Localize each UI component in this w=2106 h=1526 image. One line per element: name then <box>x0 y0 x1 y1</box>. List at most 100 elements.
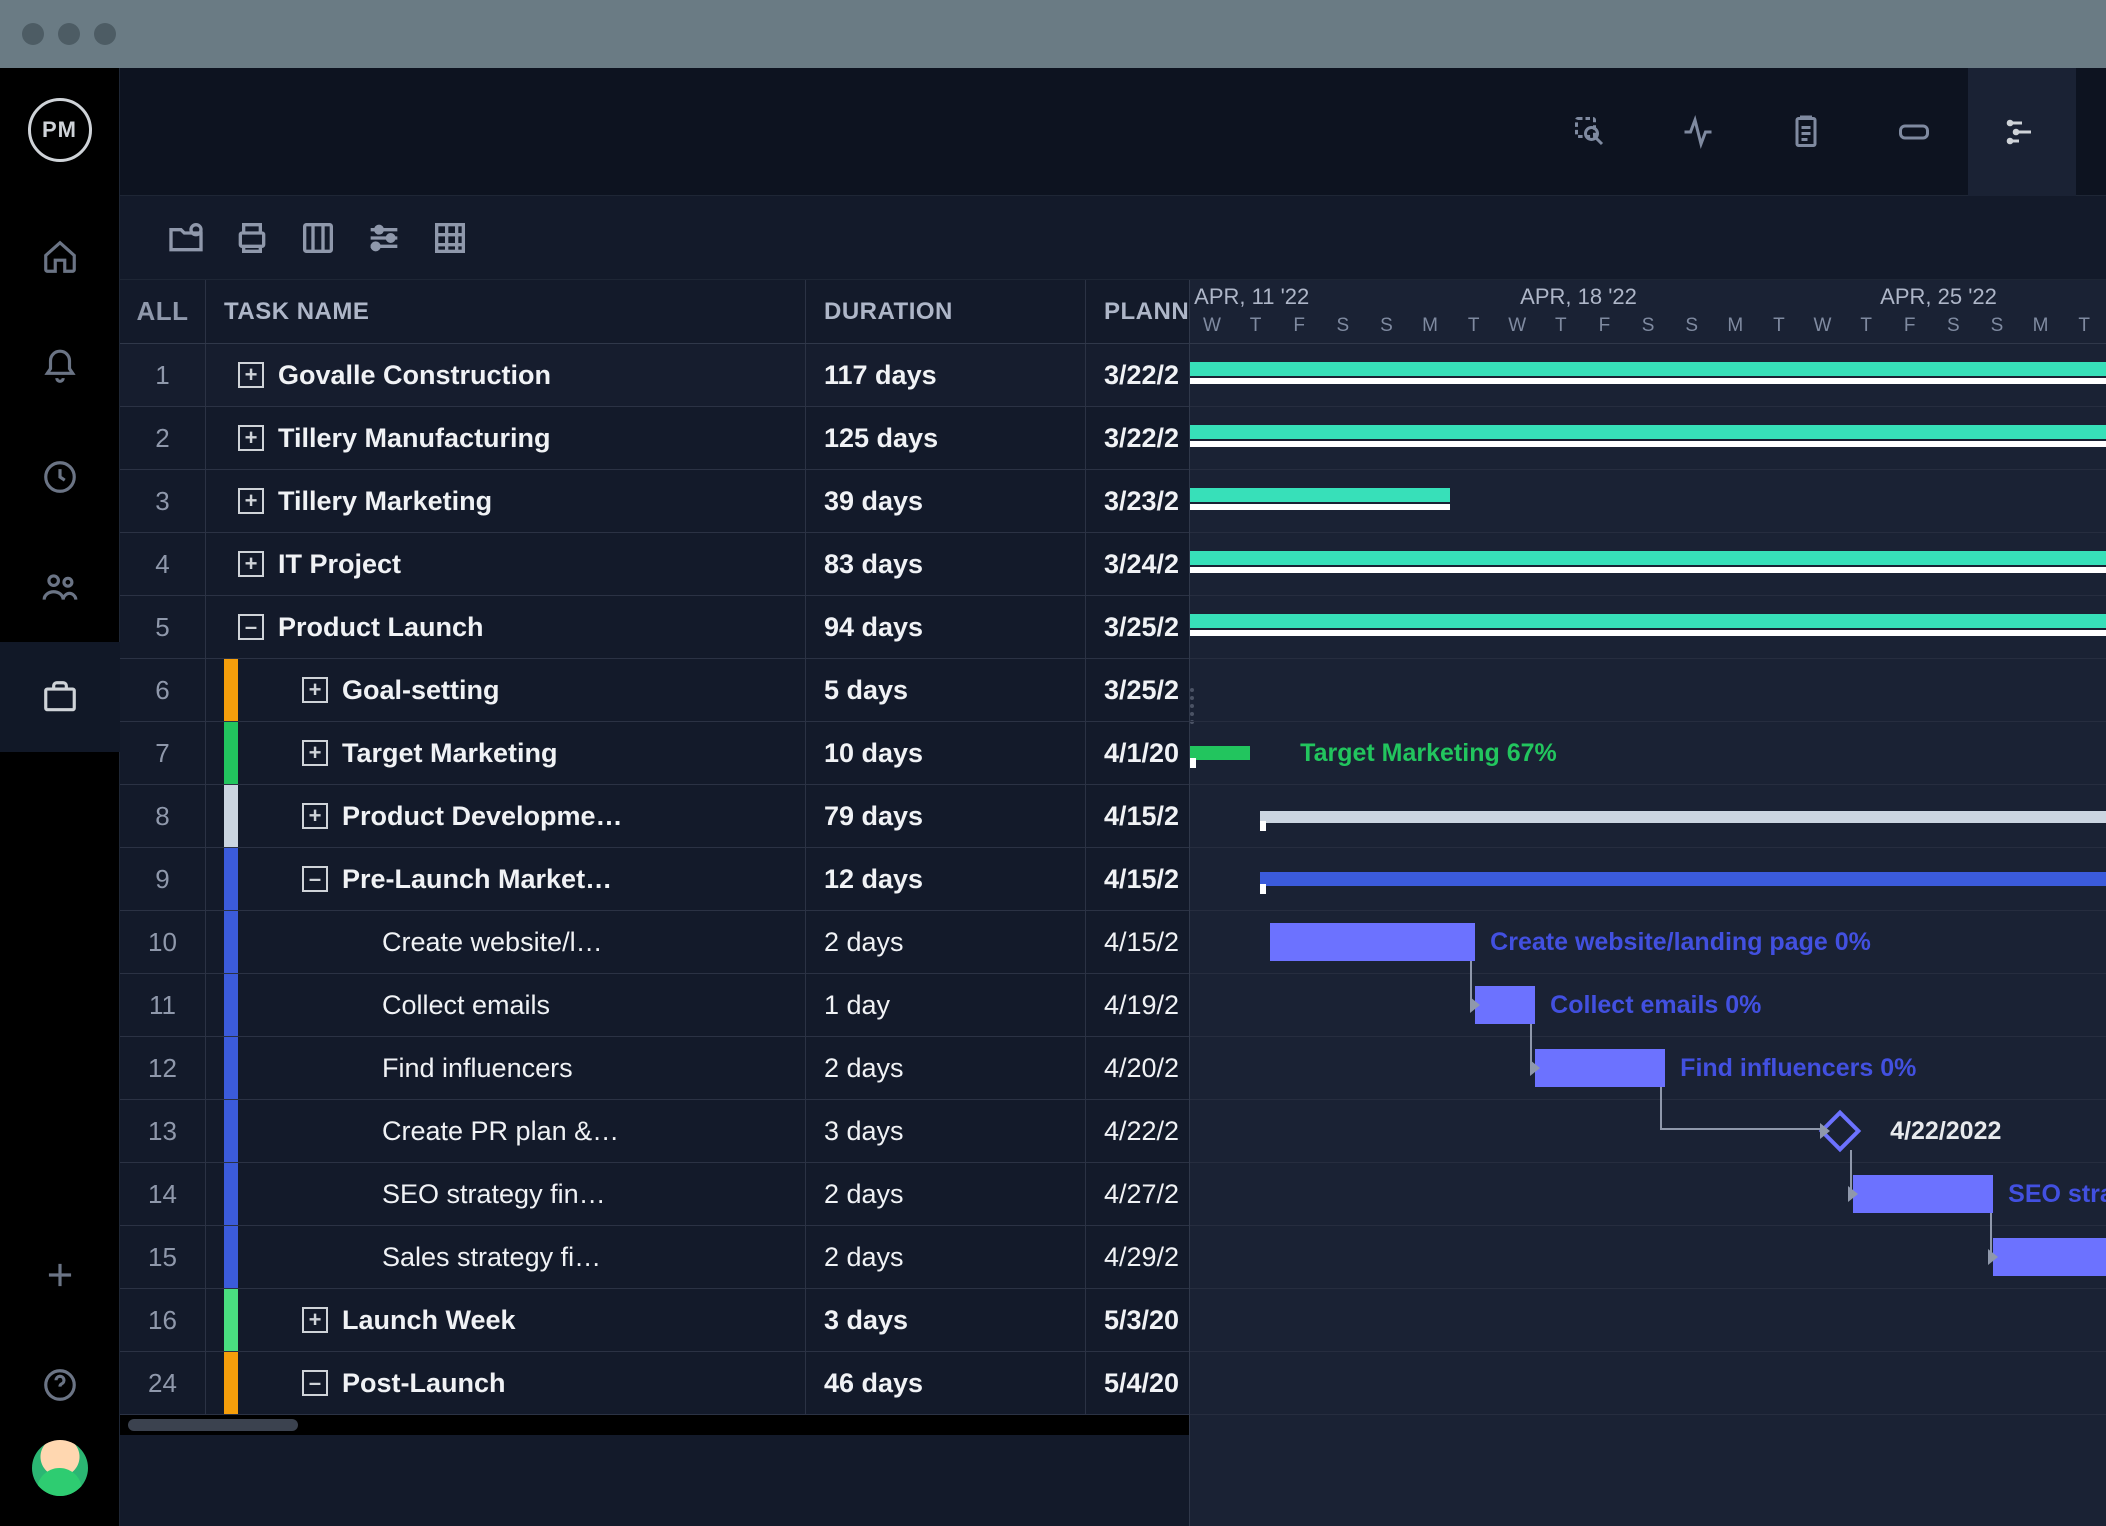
columns-icon[interactable] <box>298 218 338 258</box>
clock-icon[interactable] <box>0 422 120 532</box>
task-name-cell[interactable]: +Tillery Manufacturing <box>206 407 806 469</box>
task-name-cell[interactable]: +Target Marketing <box>206 722 806 784</box>
grid-icon[interactable] <box>430 218 470 258</box>
summary-bar[interactable] <box>1190 551 2106 565</box>
col-header-date[interactable]: PLANN <box>1086 280 1189 343</box>
col-header-name[interactable]: TASK NAME <box>206 280 806 343</box>
gantt-row[interactable]: SEO strategy f <box>1190 1163 2106 1226</box>
expand-icon[interactable]: + <box>302 677 328 703</box>
task-row[interactable]: 2+Tillery Manufacturing125 days3/22/2 <box>120 407 1189 470</box>
gantt-row[interactable] <box>1190 470 2106 533</box>
task-bar[interactable] <box>1270 923 1475 961</box>
clipboard-icon[interactable] <box>1752 68 1860 196</box>
task-row[interactable]: 9–Pre-Launch Market…12 days4/15/2 <box>120 848 1189 911</box>
activity-icon[interactable] <box>1644 68 1752 196</box>
bar-start-handle[interactable] <box>1190 758 1196 768</box>
gantt-row[interactable]: S <box>1190 1226 2106 1289</box>
zoom-window-button[interactable] <box>94 23 116 45</box>
task-name-cell[interactable]: +Product Developme… <box>206 785 806 847</box>
close-window-button[interactable] <box>22 23 44 45</box>
gantt-row[interactable]: Create website/landing page 0% <box>1190 911 2106 974</box>
bar-start-handle[interactable] <box>1260 821 1266 831</box>
gantt-row[interactable] <box>1190 533 2106 596</box>
expand-icon[interactable]: + <box>302 1307 328 1333</box>
card-icon[interactable] <box>1860 68 1968 196</box>
expand-icon[interactable]: + <box>238 425 264 451</box>
help-icon[interactable] <box>0 1330 120 1440</box>
print-icon[interactable] <box>232 218 272 258</box>
task-row[interactable]: 14SEO strategy fin…2 days4/27/2 <box>120 1163 1189 1226</box>
gantt-row[interactable] <box>1190 785 2106 848</box>
gantt-row[interactable]: P <box>1190 848 2106 911</box>
parent-task-bar[interactable] <box>1190 746 1250 760</box>
expand-icon[interactable]: + <box>238 488 264 514</box>
summary-bar[interactable] <box>1190 614 2106 628</box>
col-header-num[interactable]: ALL <box>120 280 206 343</box>
parent-task-bar[interactable] <box>1260 872 2106 886</box>
gantt-row[interactable] <box>1190 344 2106 407</box>
collapse-icon[interactable]: – <box>238 614 264 640</box>
summary-bar[interactable] <box>1190 488 1450 502</box>
task-row[interactable]: 5–Product Launch94 days3/25/2 <box>120 596 1189 659</box>
gantt-panel[interactable]: APR, 11 '22APR, 18 '22APR, 25 '22 WTFSSM… <box>1190 280 2106 1526</box>
gantt-row[interactable]: Target Marketing 67% <box>1190 722 2106 785</box>
task-name-cell[interactable]: Create PR plan &… <box>206 1100 806 1162</box>
gantt-row[interactable] <box>1190 1289 2106 1352</box>
bar-start-handle[interactable] <box>1260 884 1266 894</box>
gantt-row[interactable]: Find influencers 0% <box>1190 1037 2106 1100</box>
minimize-window-button[interactable] <box>58 23 80 45</box>
task-bar[interactable] <box>1993 1238 2106 1276</box>
task-bar[interactable] <box>1475 986 1535 1024</box>
task-row[interactable]: 7+Target Marketing10 days4/1/20 <box>120 722 1189 785</box>
task-row[interactable]: 1+Govalle Construction117 days3/22/2 <box>120 344 1189 407</box>
gantt-body[interactable]: Target Marketing 67% PCreate website/land… <box>1190 344 2106 1415</box>
expand-icon[interactable]: + <box>238 551 264 577</box>
task-row[interactable]: 6+Goal-setting5 days3/25/2 <box>120 659 1189 722</box>
gantt-row[interactable]: Collect emails 0% <box>1190 974 2106 1037</box>
task-name-cell[interactable]: –Product Launch <box>206 596 806 658</box>
parent-task-bar[interactable] <box>1260 811 2106 823</box>
task-name-cell[interactable]: Find influencers <box>206 1037 806 1099</box>
briefcase-icon[interactable] <box>0 642 120 752</box>
task-row[interactable]: 10Create website/l…2 days4/15/2 <box>120 911 1189 974</box>
task-name-cell[interactable]: –Post-Launch <box>206 1352 806 1414</box>
task-row[interactable]: 24–Post-Launch46 days5/4/20 <box>120 1352 1189 1415</box>
gantt-row[interactable] <box>1190 659 2106 722</box>
task-name-cell[interactable]: +Tillery Marketing <box>206 470 806 532</box>
app-logo[interactable]: PM <box>28 98 92 162</box>
task-name-cell[interactable]: +Launch Week <box>206 1289 806 1351</box>
task-row[interactable]: 3+Tillery Marketing39 days3/23/2 <box>120 470 1189 533</box>
sliders-icon[interactable] <box>364 218 404 258</box>
task-row[interactable]: 12Find influencers2 days4/20/2 <box>120 1037 1189 1100</box>
people-icon[interactable] <box>0 532 120 642</box>
expand-icon[interactable]: + <box>238 362 264 388</box>
col-header-dur[interactable]: DURATION <box>806 280 1086 343</box>
bell-icon[interactable] <box>0 312 120 422</box>
gantt-row[interactable] <box>1190 596 2106 659</box>
folder-icon[interactable] <box>166 218 206 258</box>
expand-icon[interactable]: + <box>302 803 328 829</box>
task-name-cell[interactable]: SEO strategy fin… <box>206 1163 806 1225</box>
collapse-icon[interactable]: – <box>302 866 328 892</box>
plus-icon[interactable] <box>0 1220 120 1330</box>
task-bar[interactable] <box>1853 1175 1993 1213</box>
task-row[interactable]: 16+Launch Week3 days5/3/20 <box>120 1289 1189 1352</box>
task-name-cell[interactable]: –Pre-Launch Market… <box>206 848 806 910</box>
task-row[interactable]: 11Collect emails1 day4/19/2 <box>120 974 1189 1037</box>
expand-icon[interactable]: + <box>302 740 328 766</box>
task-name-cell[interactable]: Collect emails <box>206 974 806 1036</box>
gantt-view-icon[interactable] <box>1968 68 2076 196</box>
task-row[interactable]: 13Create PR plan &…3 days4/22/2 <box>120 1100 1189 1163</box>
task-row[interactable]: 15Sales strategy fi…2 days4/29/2 <box>120 1226 1189 1289</box>
collapse-icon[interactable]: – <box>302 1370 328 1396</box>
home-icon[interactable] <box>0 202 120 312</box>
task-list-hscrollbar[interactable] <box>120 1415 1189 1435</box>
task-name-cell[interactable]: Sales strategy fi… <box>206 1226 806 1288</box>
gantt-row[interactable] <box>1190 1352 2106 1415</box>
task-name-cell[interactable]: Create website/l… <box>206 911 806 973</box>
task-bar[interactable] <box>1535 1049 1665 1087</box>
search-zoom-icon[interactable] <box>1536 68 1644 196</box>
gantt-row[interactable] <box>1190 407 2106 470</box>
summary-bar[interactable] <box>1190 425 2106 439</box>
summary-bar[interactable] <box>1190 362 2106 376</box>
